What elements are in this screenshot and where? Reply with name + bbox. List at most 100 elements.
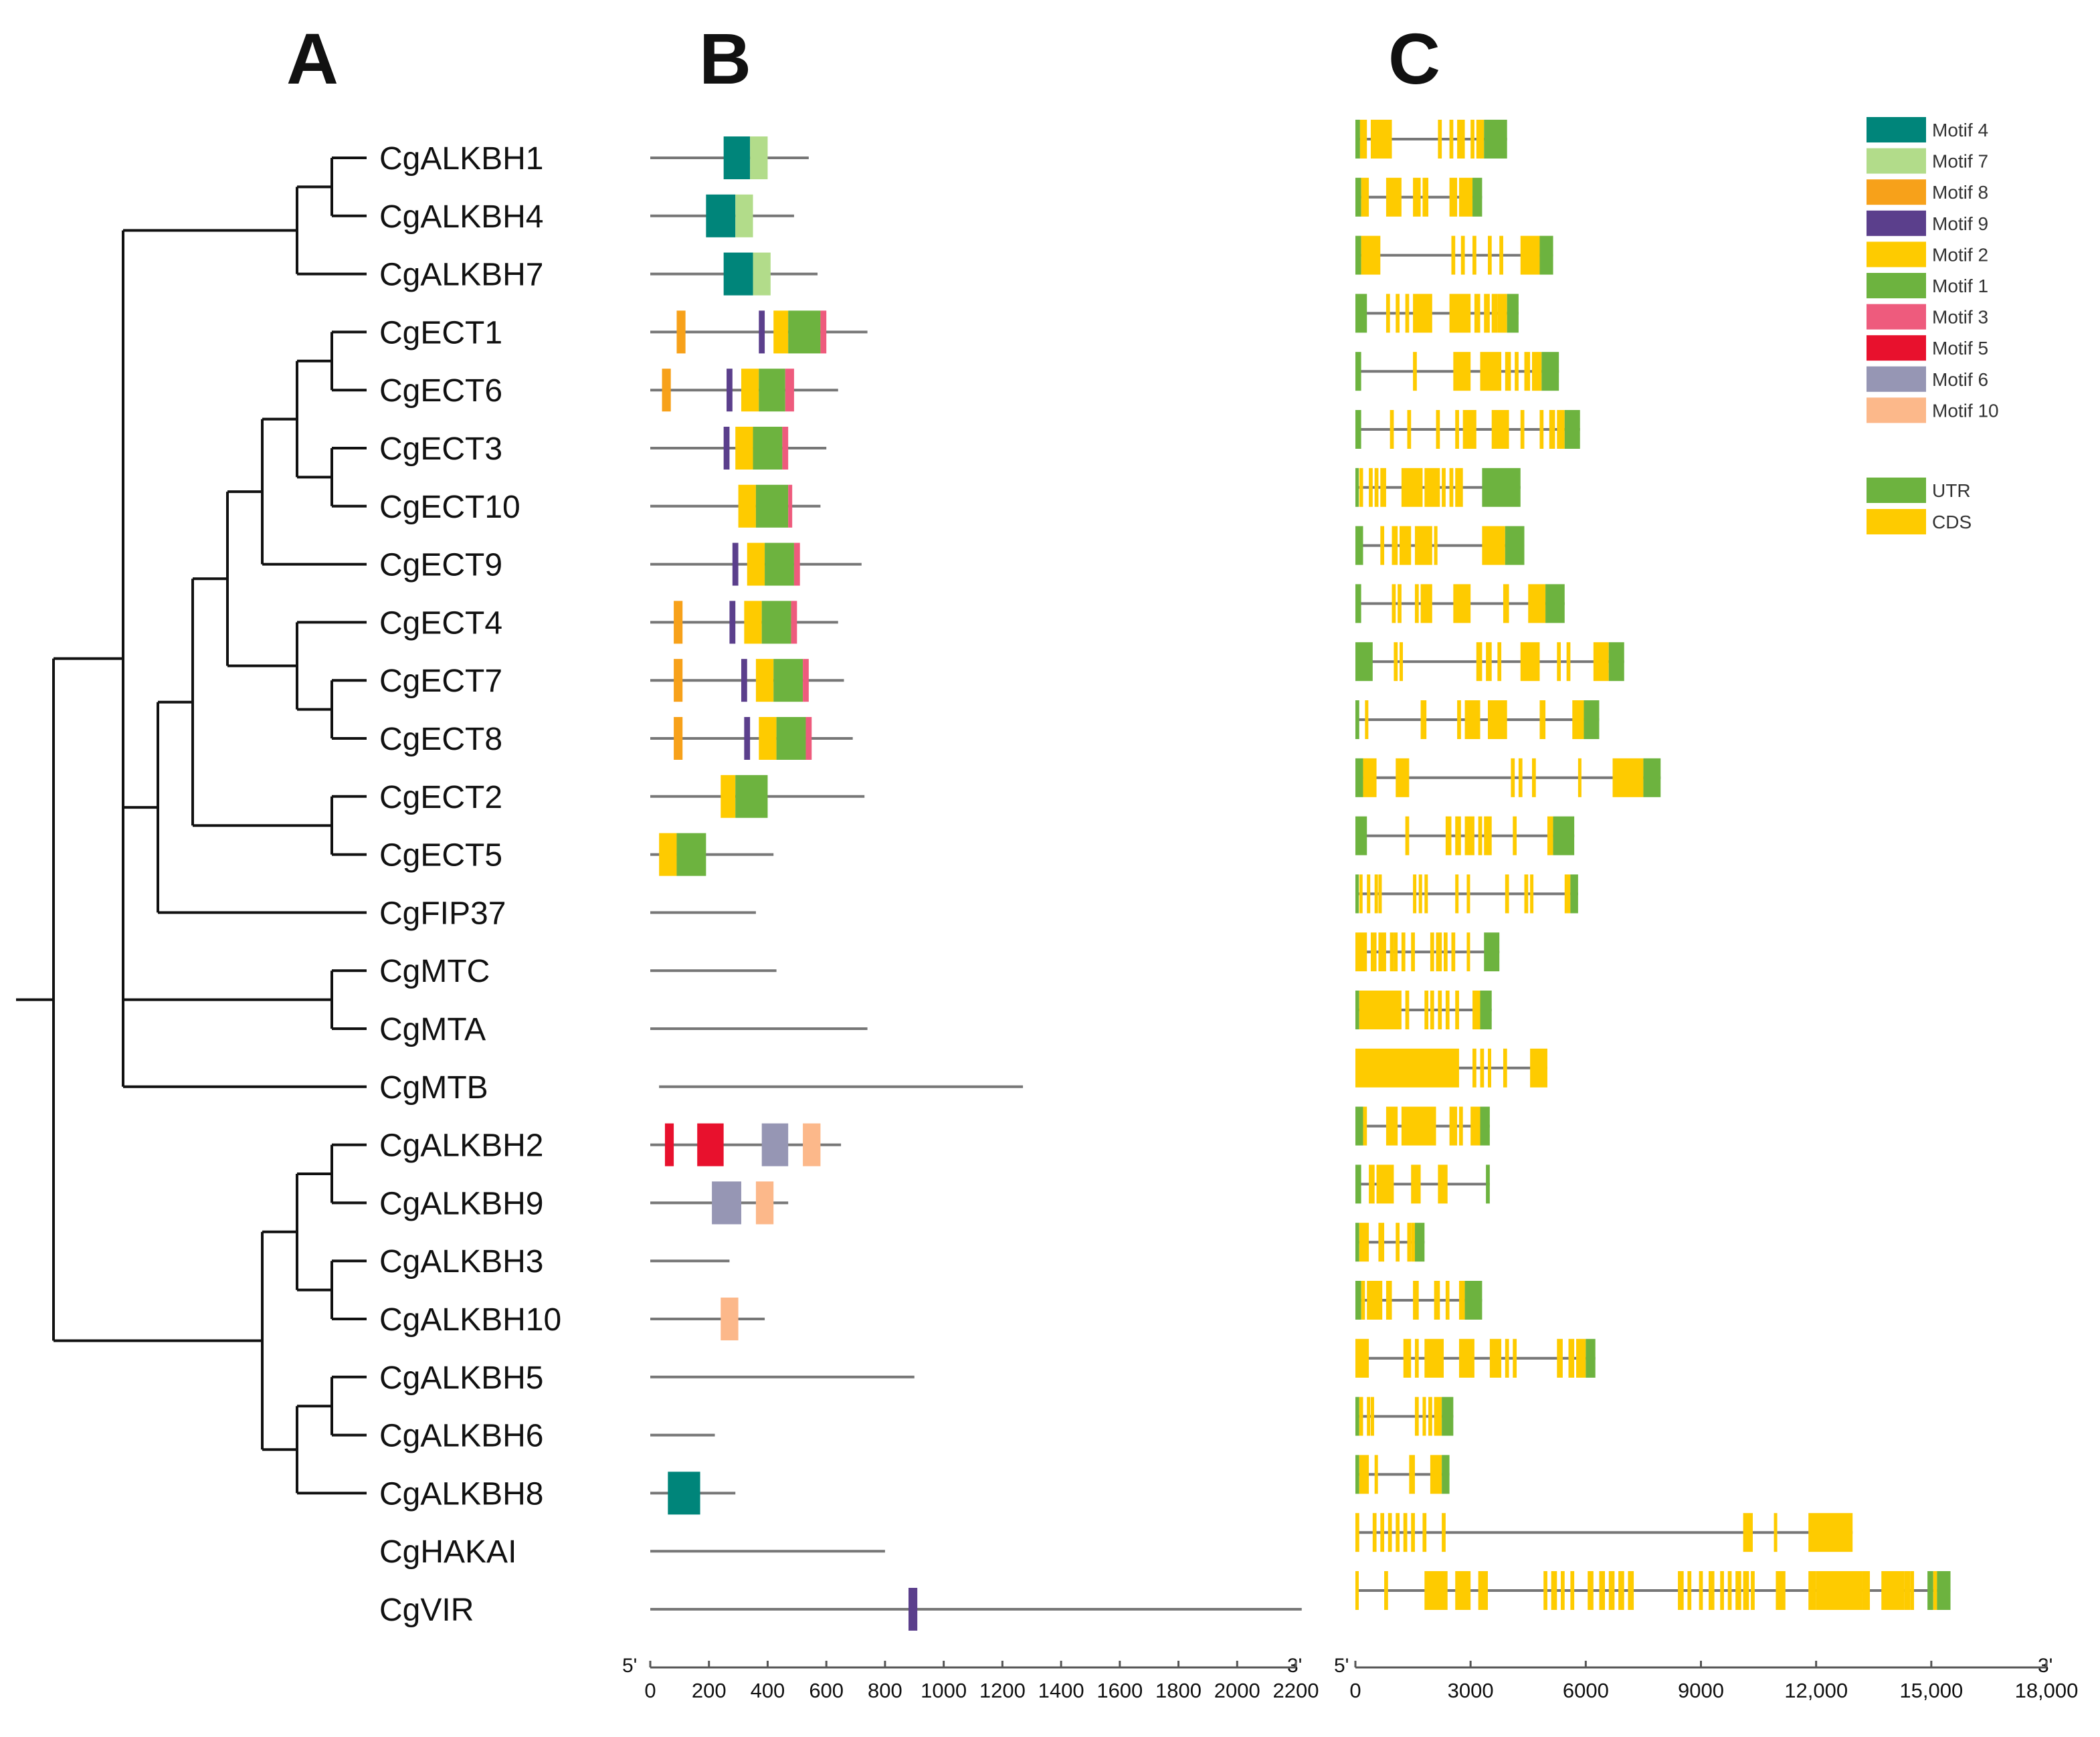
motif-row-cgalkbh10 (650, 1298, 765, 1340)
cds-exon (1472, 235, 1476, 275)
utr-block (1484, 120, 1507, 159)
cds-exon (1476, 642, 1483, 682)
structure-row-cgvir (1355, 1571, 1951, 1610)
cds-exon (1414, 1397, 1419, 1436)
legend-swatch-motif2 (1867, 241, 1926, 268)
cds-exon (1359, 991, 1402, 1029)
cds-exon (1390, 410, 1394, 449)
cds-exon (1370, 1397, 1374, 1436)
cds-exon (1399, 526, 1412, 565)
phylogenetic-tree (16, 157, 367, 1495)
cds-exon (1449, 1106, 1458, 1146)
cds-exon (1442, 468, 1446, 507)
utr-block (1355, 1106, 1363, 1146)
cds-exon (1904, 1571, 1911, 1610)
structure-tick-label: 18,000 (2015, 1679, 2079, 1702)
cds-exon (1418, 874, 1422, 914)
motif-row-cgvir (650, 1588, 1302, 1631)
legend-swatch-motif5 (1867, 335, 1926, 361)
utr-block (1355, 1223, 1359, 1262)
cds-exon (1407, 410, 1412, 449)
motif8-block (662, 369, 671, 412)
motif8-block (674, 601, 683, 644)
utr-block (1541, 352, 1559, 391)
structure-row-cgect5 (1355, 816, 1575, 855)
motif-row-cgect2 (650, 775, 865, 818)
motif-tick-label: 800 (868, 1679, 902, 1702)
motif9-block (759, 310, 765, 354)
gene-label-cgmtc: CgMTC (379, 954, 490, 989)
cds-exon (1355, 1571, 1359, 1610)
cds-exon (1411, 1223, 1415, 1262)
cds-exon (1414, 1338, 1419, 1378)
cds-exon (1420, 700, 1427, 739)
cds-exon (1776, 1571, 1786, 1610)
cds-exon (1464, 700, 1481, 739)
structure-tick-label: 12,000 (1784, 1679, 1848, 1702)
cds-exon (1612, 758, 1644, 797)
structure-row-cgalkbh4 (1355, 177, 1483, 217)
cds-exon (1396, 758, 1410, 797)
motif1-block (788, 310, 821, 354)
gene-label-cgmtb: CgMTB (379, 1070, 488, 1106)
utr-block (1480, 1106, 1490, 1146)
gene-label-cgalkbh8: CgALKBH8 (379, 1476, 543, 1512)
cds-exon (1407, 1223, 1412, 1262)
cds-exon (1751, 1571, 1755, 1610)
cds-exon (1455, 874, 1459, 914)
cds-exon (1457, 120, 1465, 159)
cds-exon (1539, 700, 1546, 739)
legend-label-cds: CDS (1932, 512, 1972, 532)
cds-exon (1543, 1571, 1547, 1610)
motif9-block (732, 542, 739, 586)
cds-exon (1480, 352, 1502, 391)
cds-exon (1451, 235, 1456, 275)
cds-exon (1568, 1338, 1575, 1378)
motif-legend: Motif 4 Motif 7 Motif 8 Motif 9 Motif 2 Motif… (1867, 117, 1999, 423)
cds-exon (1497, 294, 1507, 333)
cds-exon (1564, 874, 1571, 914)
cds-exon (1491, 410, 1509, 449)
structure-row-cgalkbh1 (1355, 120, 1507, 159)
cds-exon (1484, 816, 1492, 855)
cds-exon (1398, 584, 1402, 623)
motif2-block (755, 659, 774, 702)
cds-exon (1735, 1571, 1741, 1610)
cds-exon (1386, 294, 1390, 333)
structure-row-cgalkbh3 (1355, 1223, 1425, 1262)
cds-exon (1478, 816, 1483, 855)
motif-row-cgalkbh2 (650, 1123, 842, 1166)
utr-block (1355, 120, 1360, 159)
structure-tick-label: 3000 (1448, 1679, 1494, 1702)
motif-tick-label: 200 (692, 1679, 727, 1702)
motif2-block (744, 601, 762, 644)
motif10-block (721, 1298, 739, 1340)
cds-exon (1405, 816, 1410, 855)
legend-label-motif5: Motif 5 (1932, 338, 1988, 359)
cds-exon (1413, 352, 1417, 391)
cds-exon (1593, 642, 1609, 682)
cds-exon (1401, 1106, 1436, 1146)
utr-block (1505, 526, 1525, 565)
cds-exon (1359, 120, 1367, 159)
motif2-block (721, 775, 736, 818)
motif-row-cgalkbh7 (650, 252, 818, 296)
cds-exon (1384, 1571, 1388, 1610)
motif3-block (785, 369, 794, 412)
motif1-block (759, 369, 785, 412)
cds-exon (1453, 352, 1471, 391)
motif-row-cgect7 (650, 659, 844, 702)
cds-exon (1531, 352, 1542, 391)
cds-exon (1392, 526, 1398, 565)
gene-label-cgect4: CgECT4 (379, 605, 502, 641)
cds-exon (1359, 1223, 1369, 1262)
legend-swatch-motif10 (1867, 397, 1926, 423)
cds-exon (1369, 468, 1373, 507)
utr-block (1355, 1281, 1361, 1320)
legend-swatch-motif1 (1867, 273, 1926, 298)
motif10-block (803, 1123, 821, 1166)
gene-label-cgect7: CgECT7 (379, 663, 502, 699)
utr-block (1355, 1164, 1361, 1204)
motif1-block (735, 775, 768, 818)
utr-block (1355, 1397, 1359, 1436)
